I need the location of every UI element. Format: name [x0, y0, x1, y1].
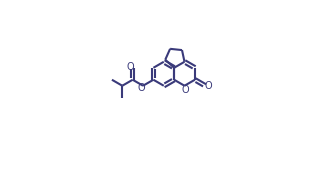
Text: O: O [138, 83, 146, 93]
Text: O: O [204, 81, 212, 91]
Text: O: O [181, 85, 189, 95]
Text: O: O [127, 62, 135, 72]
